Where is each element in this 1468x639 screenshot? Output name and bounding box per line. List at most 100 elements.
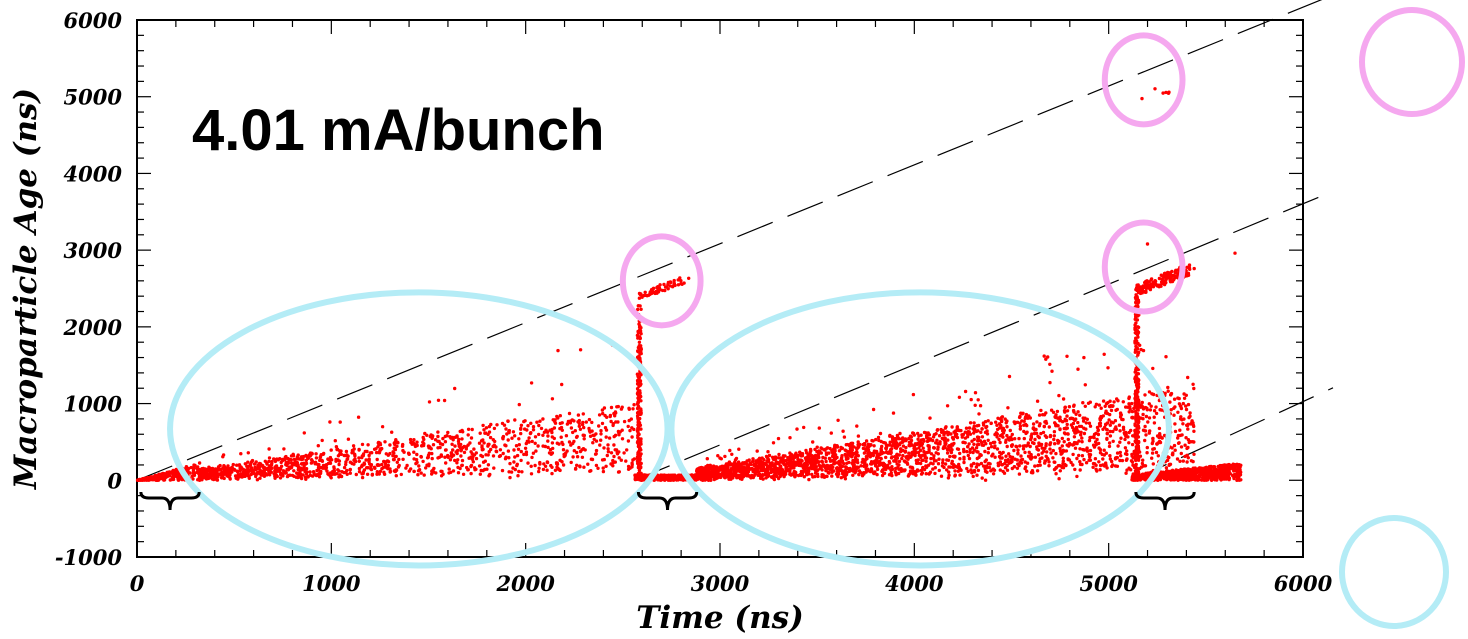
cloud-point bbox=[1115, 464, 1120, 468]
cloud-point bbox=[777, 471, 781, 476]
cloud-point bbox=[430, 456, 434, 461]
cloud-point bbox=[1148, 408, 1153, 412]
cloud-point bbox=[1176, 396, 1180, 400]
cloud-point bbox=[441, 436, 445, 441]
cloud-point bbox=[550, 397, 555, 401]
cloud-point bbox=[1106, 401, 1110, 405]
cloud-point bbox=[226, 464, 230, 468]
vertical-point bbox=[636, 404, 640, 408]
cloud-point bbox=[1082, 457, 1086, 462]
vertical-point bbox=[636, 451, 640, 455]
cloud-point bbox=[973, 391, 978, 395]
cloud-point bbox=[971, 474, 975, 479]
cloud-point bbox=[1143, 424, 1147, 429]
cloud-point bbox=[975, 443, 980, 447]
cloud-point bbox=[909, 435, 913, 439]
cloud-point bbox=[986, 419, 990, 423]
cloud-point bbox=[968, 421, 973, 425]
cloud-point bbox=[755, 449, 759, 453]
cloud-point bbox=[555, 465, 559, 469]
cloud-point bbox=[300, 457, 304, 461]
cloud-point bbox=[352, 447, 356, 451]
cloud-point bbox=[230, 465, 234, 469]
cloud-point bbox=[340, 470, 344, 474]
cloud-point bbox=[569, 426, 574, 430]
cloud-point bbox=[388, 470, 392, 474]
cloud-point bbox=[587, 426, 591, 431]
cloud-point bbox=[1115, 397, 1119, 401]
vertical-point bbox=[639, 332, 643, 336]
cloud-point bbox=[582, 433, 586, 438]
cloud-point bbox=[832, 453, 837, 458]
vertical-point bbox=[636, 444, 641, 449]
cloud-point bbox=[1022, 436, 1026, 441]
cloud-point bbox=[533, 463, 537, 468]
cloud-point bbox=[481, 468, 485, 473]
cloud-point bbox=[1058, 446, 1062, 451]
cloud-point bbox=[427, 400, 432, 404]
cloud-point bbox=[980, 476, 984, 480]
cloud-point bbox=[962, 449, 966, 454]
cloud-point bbox=[516, 447, 521, 451]
cloud-point bbox=[565, 422, 570, 426]
cloud-point bbox=[1178, 428, 1182, 432]
cloud-point bbox=[776, 436, 781, 441]
cloud-point bbox=[1004, 421, 1008, 425]
cloud-point bbox=[736, 469, 741, 473]
cloud-point bbox=[344, 449, 349, 454]
cloud-point bbox=[312, 473, 317, 477]
cloud-point bbox=[507, 456, 511, 460]
cloud-point bbox=[1074, 412, 1078, 416]
cloud-point bbox=[484, 426, 489, 430]
cloud-point bbox=[431, 443, 436, 447]
cloud-point bbox=[631, 407, 635, 411]
cloud-point bbox=[699, 473, 703, 477]
cloud-point bbox=[1047, 425, 1052, 429]
cloud-point bbox=[745, 474, 749, 478]
cloud-point bbox=[249, 472, 253, 477]
cloud-point bbox=[537, 466, 541, 470]
cloud-point bbox=[1051, 448, 1056, 453]
cloud-point bbox=[1000, 415, 1004, 420]
cloud-point bbox=[855, 447, 859, 451]
cloud-point bbox=[538, 462, 542, 466]
cloud-point bbox=[721, 471, 725, 475]
cloud-point bbox=[239, 473, 244, 477]
cloud-point bbox=[516, 474, 520, 478]
cloud-point bbox=[229, 469, 233, 474]
cloud-point bbox=[995, 447, 1000, 451]
cloud-point bbox=[603, 413, 607, 418]
cloud-point bbox=[1186, 422, 1190, 426]
cloud-point bbox=[975, 473, 979, 477]
cloud-point bbox=[369, 463, 374, 467]
train-point bbox=[678, 474, 683, 478]
cloud-point bbox=[965, 466, 969, 471]
vertical-point bbox=[637, 396, 642, 400]
cloud-point bbox=[894, 455, 898, 460]
cloud-point bbox=[1108, 457, 1113, 461]
cloud-point bbox=[472, 447, 476, 451]
cloud-point bbox=[915, 468, 920, 472]
cloud-point bbox=[807, 469, 811, 473]
cloud-point bbox=[1000, 433, 1004, 437]
cloud-point bbox=[1152, 421, 1157, 425]
cloud-point bbox=[1019, 411, 1023, 415]
cloud-point bbox=[917, 453, 921, 458]
cloud-point bbox=[813, 474, 817, 479]
cloud-point bbox=[1075, 456, 1079, 461]
cloud-point bbox=[577, 421, 581, 426]
cloud-point bbox=[1167, 463, 1171, 467]
cloud-point bbox=[1150, 451, 1155, 455]
cloud-point bbox=[319, 469, 323, 474]
cloud-point bbox=[436, 430, 440, 434]
train-point bbox=[136, 478, 140, 482]
cloud-point bbox=[924, 459, 928, 463]
cloud-point bbox=[586, 462, 590, 466]
cloud-point bbox=[834, 472, 839, 476]
cloud-point bbox=[337, 469, 341, 473]
cloud-point bbox=[541, 417, 545, 421]
cloud-point bbox=[348, 467, 352, 472]
cloud-point bbox=[1114, 455, 1119, 460]
cloud-point bbox=[246, 451, 250, 455]
